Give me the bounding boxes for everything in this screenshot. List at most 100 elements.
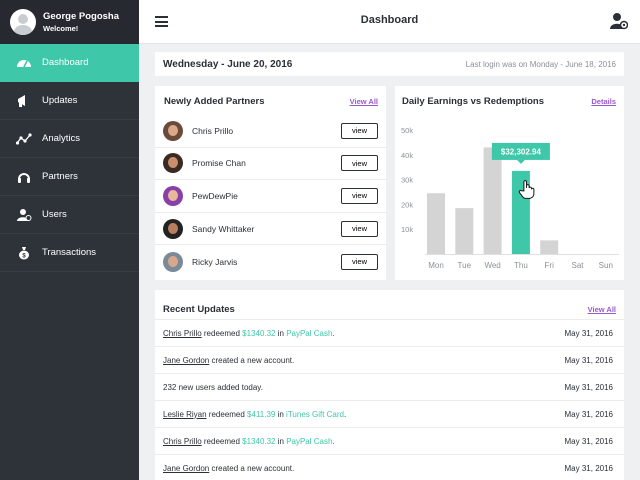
x-tick-label: Tue — [458, 261, 472, 270]
partner-name: Sandy Whittaker — [192, 223, 255, 234]
y-tick-label: 50k — [401, 126, 413, 135]
chart-bar[interactable] — [427, 193, 445, 254]
chart-tooltip: $32,302.94 — [491, 142, 550, 164]
sidebar-item-transactions[interactable]: $ Transactions — [0, 234, 139, 272]
chart-bar[interactable] — [455, 208, 474, 254]
update-user-link[interactable]: Chris Prillo — [163, 328, 202, 338]
view-partner-button[interactable]: view — [341, 155, 378, 172]
view-partner-button[interactable]: view — [341, 253, 378, 270]
update-amount: $1340.32 — [242, 328, 276, 338]
chart-bar[interactable] — [511, 170, 530, 254]
view-partner-button[interactable]: view — [341, 220, 378, 237]
partner-row: Sandy Whittaker view — [155, 213, 386, 246]
x-tick-label: Wed — [484, 261, 500, 270]
x-tick-label: Fri — [545, 261, 555, 270]
update-action: redeemed — [201, 436, 243, 446]
chart-bar[interactable] — [483, 147, 502, 254]
y-tick-label: 30k — [401, 176, 413, 185]
sidebar-item-analytics[interactable]: Analytics — [0, 120, 139, 158]
partner-name: PewDewPie — [192, 190, 238, 201]
update-date: May 31, 2016 — [564, 463, 613, 473]
update-target: iTunes Gift Card — [286, 409, 344, 419]
users-icon — [17, 208, 32, 221]
update-row: Jane Gordon created a new account. May 31… — [155, 455, 624, 480]
sidebar-item-label: Updates — [42, 95, 78, 106]
update-text: Chris Prillo redeemed $1340.32 in PayPal… — [163, 437, 335, 446]
sidebar-item-partners[interactable]: Partners — [0, 158, 139, 196]
update-text: Jane Gordon created a new account. — [163, 464, 294, 473]
partner-row: Chris Prillo view — [155, 115, 386, 148]
update-text: Chris Prillo redeemed $1340.32 in PayPal… — [163, 329, 335, 338]
x-tick-label: Sat — [571, 261, 584, 270]
update-target: PayPal Cash — [286, 436, 333, 446]
current-date: Wednesday - June 20, 2016 — [163, 58, 293, 70]
update-tail: . — [344, 409, 347, 419]
update-connector: in — [275, 328, 287, 338]
update-row: Jane Gordon created a new account. May 31… — [155, 347, 624, 374]
updates-title: Recent Updates — [163, 304, 235, 315]
updates-view-all-link[interactable]: View All — [587, 305, 616, 314]
user-settings-icon[interactable] — [610, 12, 628, 30]
analytics-graph-icon — [16, 132, 32, 145]
x-tick-label: Thu — [514, 261, 528, 270]
avatar — [10, 9, 36, 35]
update-amount: $411.39 — [247, 409, 276, 419]
sidebar-item-dashboard[interactable]: Dashboard — [0, 44, 139, 82]
y-tick-label: 20k — [401, 200, 413, 209]
update-action: 232 new users added today. — [163, 382, 263, 392]
partner-row: Ricky Jarvis view — [155, 245, 386, 278]
update-text: Leslie Riyan redeemed $411.39 in iTunes … — [163, 410, 346, 419]
update-amount: $1340.32 — [242, 436, 276, 446]
partners-view-all-link[interactable]: View All — [349, 97, 378, 106]
svg-text:$: $ — [22, 253, 26, 259]
recent-updates-card: Recent Updates View All Chris Prillo red… — [155, 290, 624, 480]
update-user-link[interactable]: Leslie Riyan — [163, 409, 207, 419]
update-target: PayPal Cash — [286, 328, 333, 338]
update-row: Chris Prillo redeemed $1340.32 in PayPal… — [155, 320, 624, 347]
profile-header[interactable]: George Pogosha Welcome! — [0, 0, 139, 44]
earnings-bar-chart: 10k 20k 30k 40k 50k Mon Tue Wed Thu Fri Sat Sun $32,… — [401, 126, 619, 270]
update-action: redeemed — [206, 409, 248, 419]
earnings-details-link[interactable]: Details — [591, 97, 616, 106]
chart-bar[interactable] — [540, 240, 559, 254]
megaphone-icon — [18, 94, 25, 107]
partners-card: Newly Added Partners View All Chris Pril… — [155, 86, 386, 280]
profile-name: George Pogosha — [43, 11, 120, 22]
update-text: 232 new users added today. — [163, 383, 263, 392]
update-connector: in — [275, 436, 287, 446]
update-row: 232 new users added today. May 31, 2016 — [155, 374, 624, 401]
sidebar-item-label: Transactions — [42, 247, 97, 258]
partner-row: Promise Chan view — [155, 148, 386, 181]
partner-row: PewDewPie view — [155, 180, 386, 213]
dashboard-gauge-icon — [17, 59, 31, 67]
earnings-title: Daily Earnings vs Redemptions — [402, 96, 545, 107]
update-row: Leslie Riyan redeemed $411.39 in iTunes … — [155, 401, 624, 428]
partner-avatar — [163, 185, 183, 206]
sidebar-item-label: Users — [42, 209, 67, 220]
partner-avatar — [163, 120, 183, 141]
view-partner-button[interactable]: view — [341, 187, 378, 204]
update-user-link[interactable]: Jane Gordon — [163, 355, 210, 365]
update-list: Chris Prillo redeemed $1340.32 in PayPal… — [155, 320, 624, 480]
money-bag-icon: $ — [19, 246, 29, 259]
sidebar-item-users[interactable]: Users — [0, 196, 139, 234]
page-title: Dashboard — [360, 14, 419, 26]
headset-icon — [18, 172, 30, 183]
update-action: created a new account. — [209, 463, 295, 473]
partner-avatar — [163, 153, 183, 174]
sidebar-item-updates[interactable]: Updates — [0, 82, 139, 120]
sidebar-item-label: Analytics — [42, 133, 81, 144]
update-date: May 31, 2016 — [564, 328, 613, 338]
y-tick-label: 40k — [401, 151, 413, 160]
last-login-text: Last login was on Monday - June 18, 2016 — [465, 59, 616, 69]
update-user-link[interactable]: Jane Gordon — [163, 463, 210, 473]
view-partner-button[interactable]: view — [341, 122, 378, 139]
partner-name: Promise Chan — [192, 158, 246, 169]
profile-welcome: Welcome! — [43, 24, 79, 33]
x-tick-label: Sun — [599, 261, 613, 270]
update-action: redeemed — [201, 328, 243, 338]
update-user-link[interactable]: Chris Prillo — [163, 436, 202, 446]
update-date: May 31, 2016 — [564, 382, 613, 392]
hamburger-menu-icon[interactable] — [155, 16, 168, 27]
partner-name: Chris Prillo — [192, 125, 234, 136]
